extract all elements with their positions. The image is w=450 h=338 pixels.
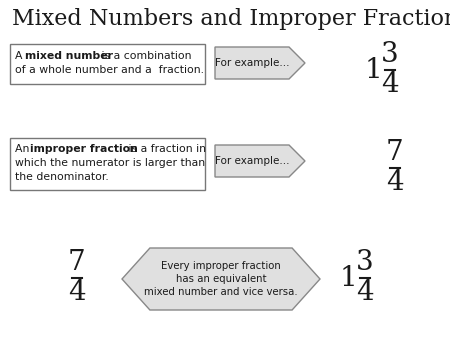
Text: For example...: For example... [215, 156, 289, 166]
Text: 4: 4 [386, 169, 404, 196]
Text: is a fraction in: is a fraction in [125, 144, 206, 154]
FancyBboxPatch shape [10, 44, 205, 84]
Text: 4: 4 [68, 280, 86, 307]
Polygon shape [215, 145, 305, 177]
Text: Mixed Numbers and Improper Fractions: Mixed Numbers and Improper Fractions [12, 8, 450, 30]
Text: improper fraction: improper fraction [30, 144, 138, 154]
Text: 1: 1 [339, 265, 357, 291]
Text: 1: 1 [364, 56, 382, 83]
Text: which the numerator is larger than: which the numerator is larger than [15, 158, 205, 168]
Text: mixed number: mixed number [25, 51, 113, 61]
Text: 3: 3 [356, 249, 374, 276]
Text: 4: 4 [381, 72, 399, 98]
Text: 4: 4 [356, 280, 374, 307]
Text: is a combination: is a combination [98, 51, 192, 61]
Text: 3: 3 [381, 42, 399, 69]
Text: A: A [15, 51, 26, 61]
Polygon shape [122, 248, 320, 310]
Text: 7: 7 [386, 140, 404, 167]
Polygon shape [215, 47, 305, 79]
Text: 7: 7 [68, 249, 86, 276]
Text: For example...: For example... [215, 58, 289, 68]
Text: Every improper fraction
has an equivalent
mixed number and vice versa.: Every improper fraction has an equivalen… [144, 261, 298, 297]
Text: of a whole number and a  fraction.: of a whole number and a fraction. [15, 65, 204, 75]
Text: An: An [15, 144, 33, 154]
FancyBboxPatch shape [10, 138, 205, 190]
Text: the denominator.: the denominator. [15, 172, 109, 182]
